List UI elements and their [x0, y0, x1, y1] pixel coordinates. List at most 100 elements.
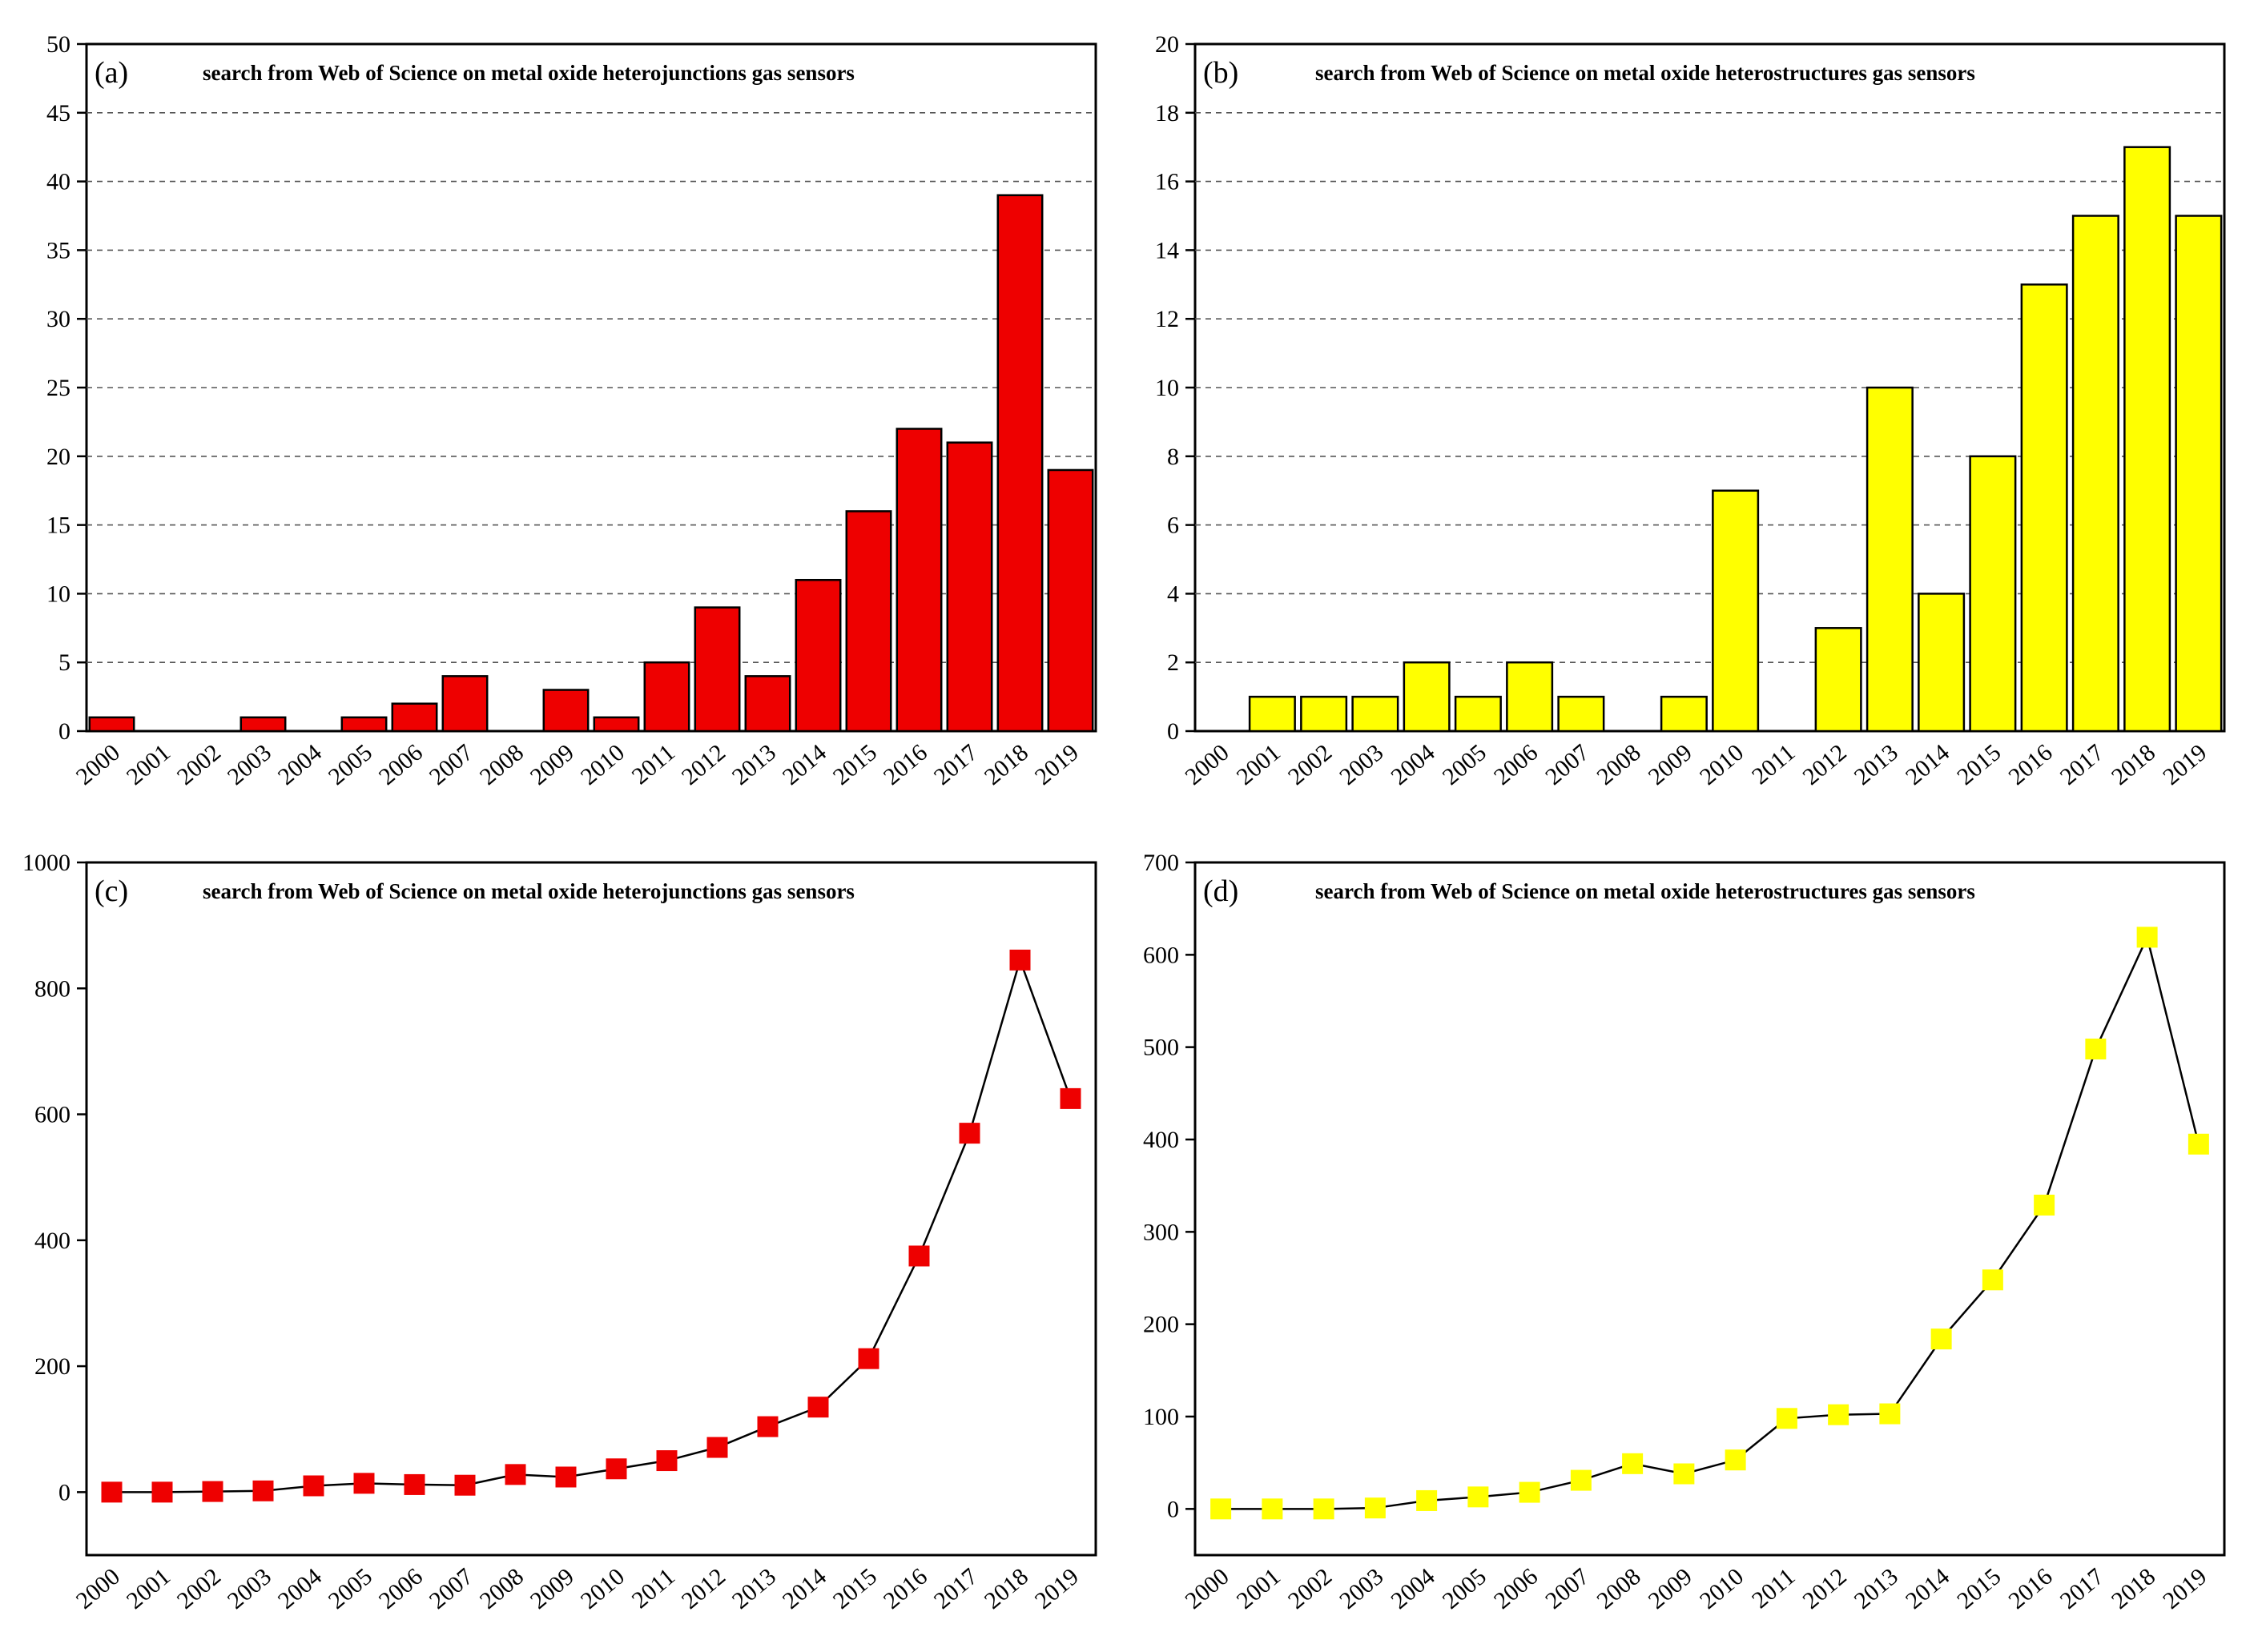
bar-2016 — [2022, 284, 2067, 731]
bar-2011 — [645, 662, 689, 731]
panel-label: (a) — [95, 56, 128, 90]
bar-2005 — [342, 717, 386, 731]
y-tick-label: 6 — [1167, 512, 1179, 539]
y-tick-label: 400 — [1143, 1127, 1179, 1153]
x-tick-label: 2005 — [1438, 739, 1491, 790]
x-tick-label: 2005 — [1438, 1563, 1491, 1614]
y-tick-label: 400 — [34, 1228, 70, 1254]
bar-2006 — [1507, 662, 1552, 731]
bar-2017 — [948, 443, 992, 731]
point-2007 — [455, 1475, 476, 1496]
x-tick-label: 2019 — [1030, 1563, 1084, 1614]
x-tick-label: 2019 — [2158, 1563, 2212, 1614]
point-2011 — [657, 1450, 678, 1471]
y-tick-label: 20 — [46, 444, 70, 470]
chart-panel-c: 0200400600800100020002001200220032004200… — [22, 850, 1096, 1614]
x-tick-label: 2018 — [980, 739, 1033, 790]
x-tick-label: 2011 — [627, 1563, 680, 1614]
x-tick-label: 2008 — [475, 1563, 529, 1614]
x-tick-label: 2005 — [324, 739, 377, 790]
x-tick-label: 2011 — [1747, 739, 1800, 790]
chart-title: search from Web of Science on metal oxid… — [203, 61, 855, 85]
x-tick-label: 2014 — [1901, 1563, 1954, 1614]
x-tick-label: 2006 — [1489, 1563, 1543, 1614]
chart-title: search from Web of Science on metal oxid… — [1315, 61, 1975, 85]
bar-2012 — [695, 608, 739, 731]
point-2011 — [1777, 1408, 1797, 1429]
bar-2015 — [1970, 456, 2016, 731]
x-tick-label: 2011 — [1747, 1563, 1800, 1614]
x-tick-label: 2006 — [1489, 739, 1543, 790]
x-tick-label: 2001 — [122, 739, 175, 790]
point-2005 — [354, 1473, 375, 1493]
point-2002 — [203, 1481, 223, 1502]
bar-2019 — [1048, 470, 1093, 731]
bar-2017 — [2073, 216, 2119, 732]
bar-2012 — [1816, 628, 1862, 731]
x-tick-label: 2012 — [677, 1563, 731, 1614]
y-tick-label: 0 — [1167, 718, 1179, 745]
bar-2007 — [443, 676, 487, 731]
bar-2016 — [897, 428, 941, 731]
y-tick-label: 30 — [46, 306, 70, 332]
x-tick-label: 2013 — [727, 1563, 781, 1614]
point-2005 — [1467, 1486, 1488, 1507]
point-2000 — [1210, 1498, 1231, 1519]
y-tick-label: 600 — [34, 1102, 70, 1128]
point-2012 — [1828, 1405, 1849, 1425]
point-2016 — [909, 1245, 930, 1266]
bar-2014 — [796, 580, 840, 731]
x-tick-label: 2019 — [1030, 739, 1084, 790]
x-tick-label: 2001 — [122, 1563, 175, 1614]
x-tick-label: 2004 — [1386, 739, 1439, 790]
x-tick-label: 2008 — [1592, 1563, 1645, 1614]
y-tick-label: 4 — [1167, 581, 1179, 607]
y-tick-label: 200 — [34, 1353, 70, 1380]
point-2010 — [606, 1458, 627, 1479]
point-2019 — [1061, 1088, 1081, 1109]
point-2009 — [556, 1466, 577, 1487]
point-2006 — [404, 1474, 425, 1495]
y-tick-label: 20 — [1155, 31, 1179, 58]
y-tick-label: 12 — [1155, 306, 1179, 332]
point-2004 — [304, 1476, 324, 1497]
point-2004 — [1416, 1490, 1437, 1511]
x-tick-label: 2017 — [929, 739, 983, 790]
panel-label: (d) — [1203, 874, 1238, 908]
y-tick-label: 10 — [1155, 375, 1179, 401]
x-tick-label: 2017 — [2055, 739, 2109, 790]
x-tick-label: 2015 — [828, 739, 882, 790]
point-2010 — [1725, 1449, 1746, 1470]
y-tick-label: 8 — [1167, 444, 1179, 470]
point-2015 — [1982, 1269, 2003, 1290]
y-tick-label: 200 — [1143, 1312, 1179, 1338]
y-tick-label: 45 — [46, 100, 70, 127]
chart-title: search from Web of Science on metal oxid… — [203, 879, 855, 903]
y-tick-label: 100 — [1143, 1404, 1179, 1430]
x-tick-label: 2019 — [2158, 739, 2212, 790]
point-2015 — [859, 1349, 879, 1369]
point-2001 — [152, 1481, 173, 1502]
x-tick-label: 2009 — [1644, 739, 1697, 790]
x-tick-label: 2003 — [1334, 739, 1388, 790]
x-tick-label: 2013 — [1849, 1563, 1903, 1614]
point-2012 — [707, 1437, 728, 1458]
point-2003 — [253, 1481, 274, 1501]
point-2014 — [1931, 1328, 1952, 1349]
x-tick-label: 2013 — [727, 739, 781, 790]
x-tick-label: 2015 — [1952, 739, 2006, 790]
point-2002 — [1314, 1498, 1334, 1519]
x-tick-label: 2009 — [525, 739, 579, 790]
x-tick-label: 2003 — [223, 739, 276, 790]
chart-panel-b: 0246810121416182020002001200220032004200… — [1155, 31, 2224, 790]
bar-2018 — [2124, 147, 2170, 731]
x-tick-label: 2000 — [71, 739, 125, 790]
x-tick-label: 2009 — [525, 1563, 579, 1614]
y-tick-label: 35 — [46, 237, 70, 263]
bar-2007 — [1559, 697, 1604, 731]
x-tick-label: 2000 — [71, 1563, 125, 1614]
x-tick-label: 2004 — [273, 739, 327, 790]
x-tick-label: 2008 — [475, 739, 529, 790]
x-tick-label: 2016 — [2003, 739, 2057, 790]
bar-2009 — [1661, 697, 1707, 731]
